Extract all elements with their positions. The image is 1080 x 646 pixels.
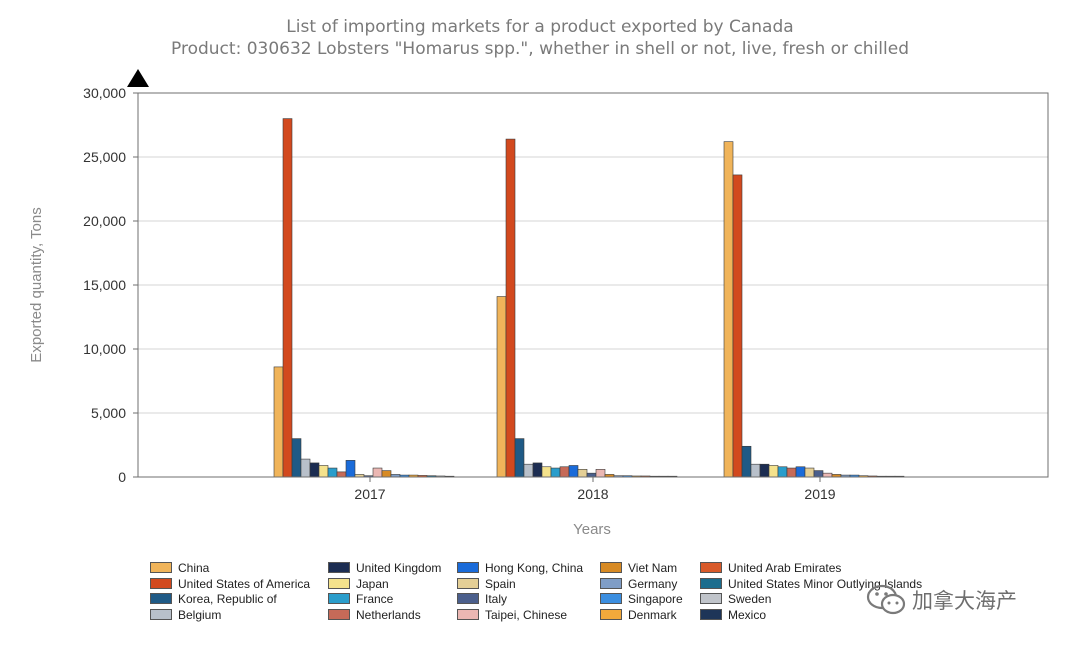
legend-label: Sweden [728, 592, 772, 606]
legend-swatch [600, 577, 622, 589]
x-axis-label: Years [573, 521, 611, 538]
bar-korea-republic-of-2017 [291, 438, 302, 478]
legend-swatch [150, 577, 172, 589]
legend: China United States of America Korea, Repu… [150, 561, 950, 627]
y-tick-label: 15,000 [83, 277, 126, 293]
bar-france-2019 [777, 466, 788, 478]
bar-united-kingdom-2017 [309, 462, 320, 478]
bar-spain-2018 [577, 469, 588, 478]
legend-label: Taipei, Chinese [485, 607, 568, 622]
legend-swatch [150, 608, 172, 620]
legend-label: Viet Nam [628, 561, 678, 575]
bar-taipei-chinese-2019 [822, 472, 833, 478]
legend-swatch [600, 593, 622, 604]
bar-netherlands-2018 [559, 466, 570, 478]
y-tick-label: 25,000 [83, 149, 126, 165]
plot-area-border [137, 92, 1049, 478]
y-axis-ticks: 0 5,000 10,000 15,000 20,000 25,000 30,000 [83, 85, 138, 485]
y-tick-label: 20,000 [83, 213, 126, 229]
x-tick-label: 2019 [804, 486, 835, 502]
legend-label: United Kingdom [356, 561, 442, 575]
legend-label: Mexico [728, 607, 767, 622]
bar-hong-kong-china-2017 [345, 460, 356, 478]
bar-united-states-of-america-2017 [282, 118, 293, 478]
legend-swatch [457, 593, 479, 604]
bar-japan-2018 [541, 466, 552, 478]
bar-netherlands-2019 [786, 467, 797, 478]
legend-label: Singapore [628, 592, 683, 606]
y-axis-label: Exported quantity, Tons [28, 207, 45, 362]
bar-china-2017 [273, 366, 284, 478]
bar-united-states-of-america-2019 [732, 174, 743, 478]
wechat-icon [866, 584, 906, 615]
legend-label: Japan [356, 576, 389, 591]
y-tick-label: 5,000 [91, 405, 126, 421]
bar-belgium-2017 [300, 458, 311, 478]
legend-label: Denmark [628, 607, 677, 622]
legend-swatch [700, 562, 722, 573]
legend-swatch [700, 608, 722, 620]
bars [273, 118, 905, 478]
legend-label: Hong Kong, China [485, 561, 584, 575]
legend-swatch [328, 608, 350, 620]
bar-hong-kong-china-2019 [795, 466, 806, 478]
legend-swatch [600, 608, 622, 620]
legend-swatch [328, 562, 350, 573]
bar-italy-2018 [586, 472, 597, 478]
chart-subtitle: Product: 030632 Lobsters "Homarus spp.",… [171, 39, 909, 59]
bar-france-2018 [550, 467, 561, 478]
bar-united-states-of-america-2018 [505, 138, 516, 478]
y-tick-label: 0 [118, 469, 126, 485]
y-tick-label: 10,000 [83, 341, 126, 357]
bar-france-2017 [327, 467, 338, 478]
legend-swatch [150, 562, 172, 573]
bar-viet-nam-2017 [381, 470, 392, 478]
bar-japan-2017 [318, 465, 329, 478]
legend-label: Germany [628, 576, 678, 591]
bar-china-2019 [723, 141, 734, 478]
legend-label: Belgium [178, 607, 222, 622]
legend-label: Italy [485, 592, 508, 606]
bar-belgium-2019 [750, 463, 761, 478]
chart-title: List of importing markets for a product … [286, 17, 793, 37]
bar-united-kingdom-2019 [759, 463, 770, 478]
legend-swatch [150, 593, 172, 604]
legend-label: Korea, Republic of [178, 592, 277, 606]
legend-swatch [328, 593, 350, 604]
legend-swatch [457, 562, 479, 573]
legend-swatch [600, 562, 622, 573]
legend-label: United States of America [178, 576, 311, 591]
bar-japan-2019 [768, 465, 779, 478]
y-tick-label: 30,000 [83, 85, 126, 101]
legend-swatch [328, 577, 350, 589]
legend-label: China [178, 561, 210, 575]
legend-label: United Arab Emirates [728, 561, 842, 575]
bar-belgium-2018 [523, 463, 534, 478]
x-axis-ticks: 2017 2018 2019 [354, 477, 836, 502]
bar-taipei-chinese-2018 [595, 469, 606, 478]
bar-korea-republic-of-2018 [514, 438, 525, 478]
x-tick-label: 2018 [577, 486, 608, 502]
x-tick-label: 2017 [354, 486, 385, 502]
legend-swatch [457, 608, 479, 620]
bar-italy-2019 [813, 470, 824, 478]
bar-united-kingdom-2018 [532, 462, 543, 478]
legend-label: Spain [485, 576, 516, 591]
legend-label: France [356, 592, 394, 606]
bar-spain-2019 [804, 467, 815, 478]
bar-taipei-chinese-2017 [372, 467, 383, 478]
bar-china-2018 [496, 296, 507, 478]
legend-swatch [700, 577, 722, 589]
bar-hong-kong-china-2018 [568, 465, 579, 478]
watermark-text: 加拿大海产 [912, 589, 1017, 613]
legend-swatch [457, 577, 479, 589]
legend-label: Netherlands [356, 607, 421, 622]
legend-swatch [700, 593, 722, 604]
bar-korea-republic-of-2019 [741, 445, 752, 478]
bar-netherlands-2017 [336, 471, 347, 478]
y-axis-arrow-icon [127, 69, 149, 87]
